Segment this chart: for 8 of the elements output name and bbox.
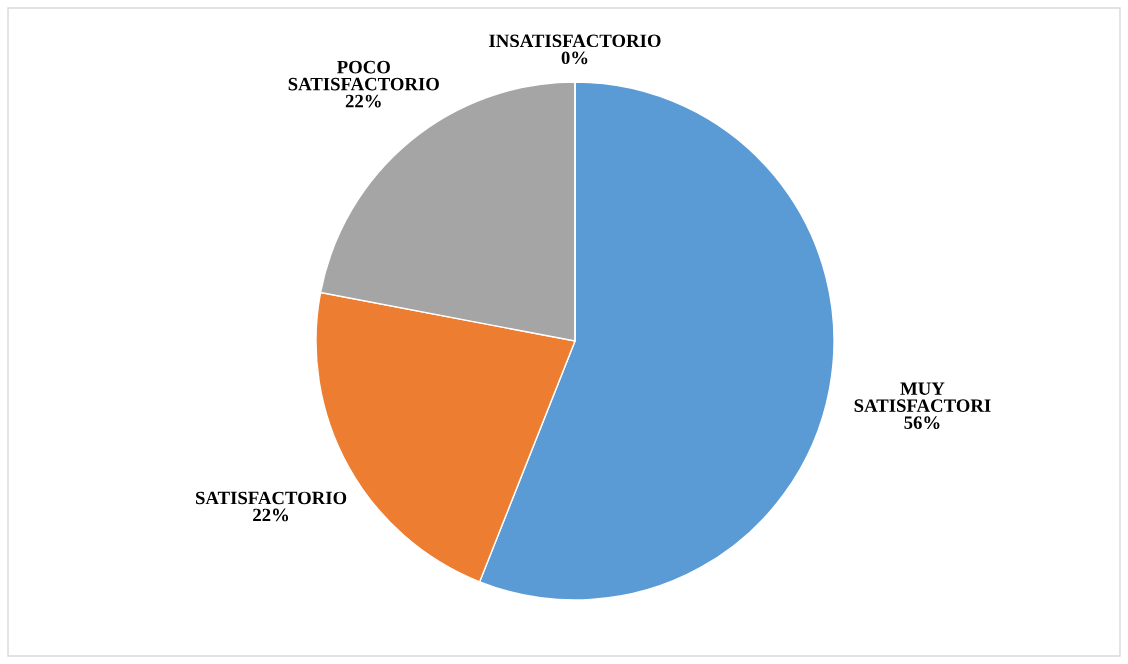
data-label: 56% xyxy=(904,416,940,430)
slice-label: MUY SATISFACTORI xyxy=(854,382,991,412)
category-label: INSATISFACTORIO xyxy=(489,34,661,48)
text: 0% xyxy=(561,51,588,65)
slice-label: SATISFACTORIO xyxy=(196,491,347,505)
data-label: 22% xyxy=(345,94,381,108)
data-label: 22% xyxy=(253,508,289,522)
slice-label: POCO SATISFACTORIO xyxy=(288,60,439,91)
